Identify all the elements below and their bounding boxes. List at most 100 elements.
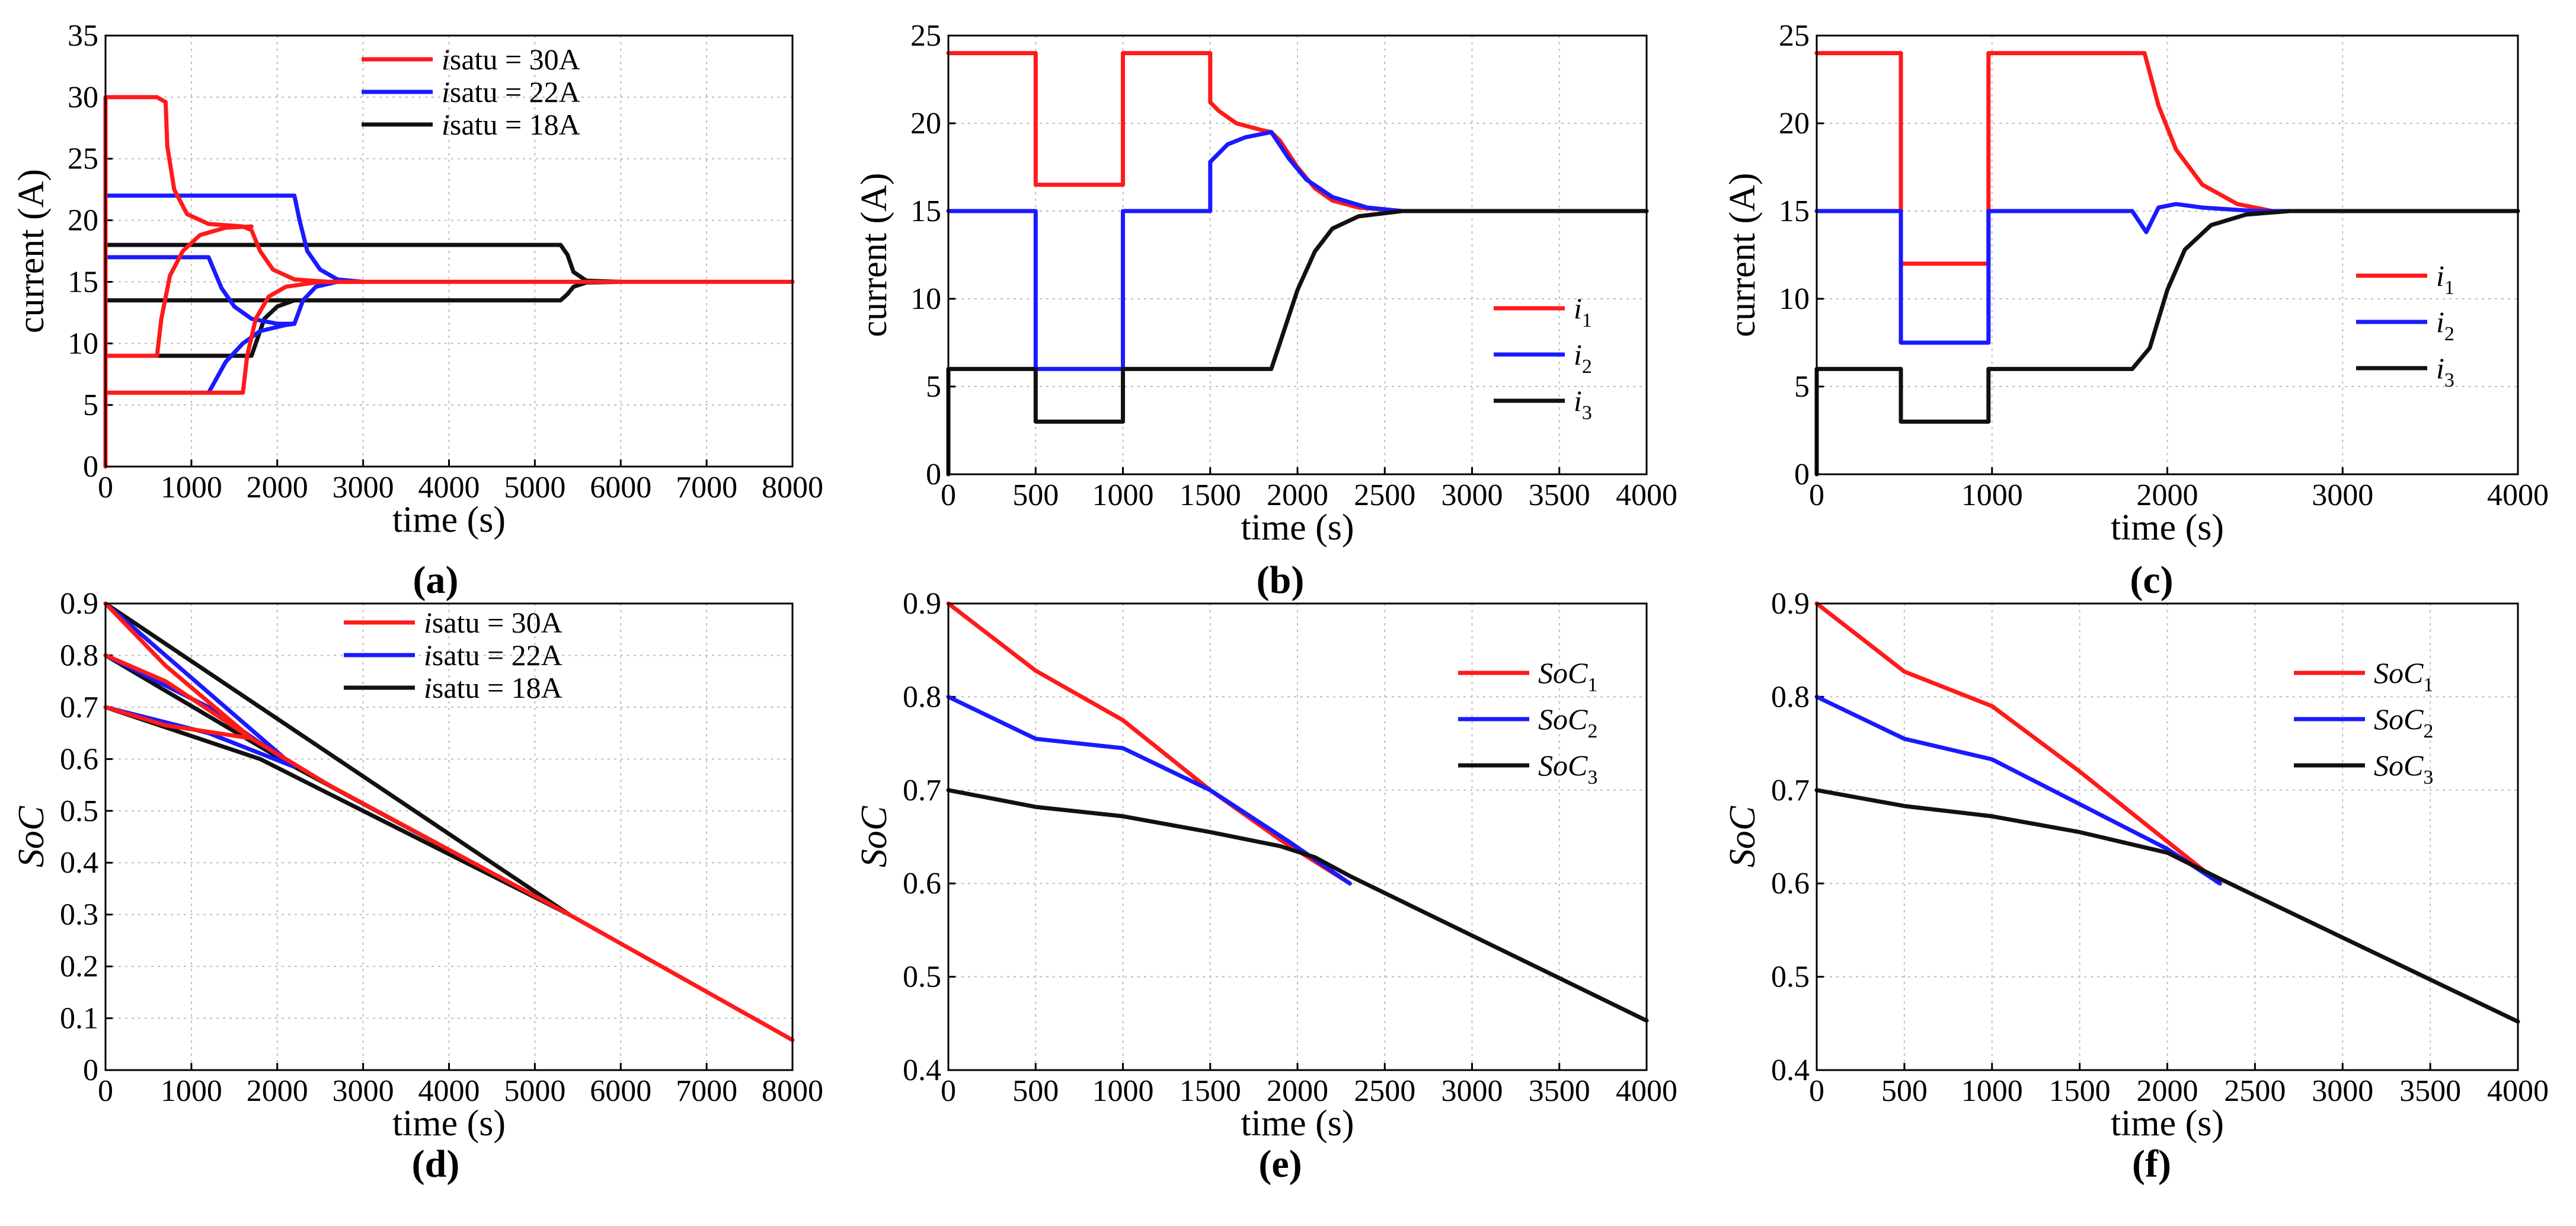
- y-axis-label: current (A): [11, 169, 52, 333]
- legend-prefix: SoC: [2374, 703, 2424, 736]
- legend-subscript: 2: [1587, 720, 1597, 742]
- x-tick-label: 2500: [2224, 1074, 2286, 1108]
- x-tick-label: 3000: [2312, 478, 2373, 512]
- x-tick-label: 2000: [1267, 478, 1328, 512]
- legend-subscript: 2: [2423, 720, 2433, 742]
- legend-prefix: i: [424, 606, 432, 639]
- x-tick-label: 2000: [247, 1074, 308, 1108]
- x-tick-label: 1000: [161, 1074, 222, 1108]
- x-tick-label: 4000: [1616, 478, 1677, 512]
- y-tick-label: 15: [910, 194, 941, 228]
- series-line-black: [946, 209, 1649, 477]
- y-tick-label: 0.2: [60, 950, 98, 984]
- y-tick-label: 0.5: [903, 960, 941, 994]
- legend-prefix: i: [1574, 338, 1582, 371]
- y-axis-label: SoC: [11, 806, 52, 867]
- x-tick-label: 0: [1809, 478, 1824, 512]
- y-tick-label: 0.8: [1771, 680, 1810, 714]
- legend-subscript: 3: [1587, 767, 1597, 788]
- x-tick-label: 3500: [1529, 478, 1590, 512]
- x-tick-label: 2500: [1354, 478, 1415, 512]
- chart-panel-b: 0 500 1000 1500 2000 2500 3000 3500 4000 0 5 10 15 20…: [854, 19, 1677, 602]
- x-tick-label: 1500: [1180, 1074, 1241, 1108]
- x-tick-label: 4000: [2487, 1074, 2549, 1108]
- legend-text-rest: satu = 18A: [432, 671, 562, 704]
- y-tick-label: 0: [83, 450, 98, 484]
- panel-label: (c): [2130, 558, 2173, 602]
- legend-prefix: i: [1574, 384, 1582, 417]
- x-axis-label: time (s): [2111, 1103, 2224, 1144]
- series-line-black: [946, 788, 1649, 1023]
- y-tick-label: 0.5: [60, 794, 98, 828]
- plot-frame: [1816, 34, 2519, 475]
- y-tick-label: 25: [68, 142, 98, 176]
- y-tick-label: 25: [910, 19, 941, 53]
- legend-text-rest: satu = 22A: [450, 75, 580, 108]
- x-tick-label: 2000: [247, 471, 308, 505]
- x-tick-label: 0: [1809, 1074, 1824, 1108]
- y-tick-label: 0: [83, 1053, 98, 1087]
- legend-subscript: 1: [2423, 674, 2433, 696]
- legend-prefix: SoC: [1538, 656, 1588, 689]
- legend-prefix: i: [2436, 352, 2444, 385]
- series-line-blue: [103, 255, 366, 326]
- y-tick-label: 0: [926, 458, 941, 491]
- x-tick-label: 3000: [1442, 1074, 1503, 1108]
- series-line-red: [103, 653, 254, 740]
- y-axis-label: current (A): [1722, 173, 1763, 337]
- legend-entry: i3: [1574, 384, 1592, 424]
- x-axis-label: time (s): [1241, 1103, 1354, 1144]
- y-tick-label: 0.9: [60, 587, 98, 621]
- x-axis-label: time (s): [2111, 507, 2224, 548]
- panel-label: (e): [1258, 1142, 1302, 1186]
- x-tick-label: 5000: [504, 471, 565, 505]
- y-tick-label: 10: [1779, 282, 1810, 316]
- series-line-red: [1814, 601, 2222, 886]
- chart-panel-f: 0 500 1000 1500 2000 2500 3000 3500 4000 0.4 0.5 0.…: [1722, 587, 2549, 1186]
- x-tick-label: 500: [1012, 1074, 1059, 1108]
- y-tick-label: 0.6: [60, 742, 98, 776]
- y-tick-label: 5: [83, 388, 98, 422]
- x-tick-label: 1000: [1092, 1074, 1154, 1108]
- x-tick-label: 0: [941, 1074, 956, 1108]
- legend-prefix: i: [442, 75, 450, 108]
- panel-label: (d): [412, 1142, 460, 1186]
- y-tick-label: 15: [68, 265, 98, 299]
- series-line-blue: [1814, 694, 2222, 886]
- legend-entry: i2: [2436, 305, 2454, 345]
- y-tick-label: 5: [926, 370, 941, 404]
- legend-text-rest: satu = 22A: [432, 638, 562, 672]
- y-tick-label: 0.8: [903, 680, 941, 714]
- y-tick-label: 0.6: [1771, 867, 1810, 901]
- legend-prefix: i: [1574, 292, 1582, 325]
- legend-entry: SoC3: [2374, 749, 2433, 788]
- x-tick-label: 1000: [161, 471, 222, 505]
- series-line-red: [103, 705, 254, 740]
- x-tick-label: 3500: [1529, 1074, 1590, 1108]
- x-tick-label: 4000: [418, 1074, 480, 1108]
- x-tick-label: 0: [941, 478, 956, 512]
- legend-subscript: 3: [1582, 402, 1592, 424]
- y-tick-label: 0.3: [60, 898, 98, 932]
- series-line-red: [103, 601, 795, 1042]
- series-line-blue: [103, 601, 297, 769]
- legend-entry: SoC1: [1538, 656, 1597, 696]
- y-tick-label: 0.6: [903, 867, 941, 901]
- legend-text-rest: satu = 30A: [432, 606, 562, 639]
- legend-entry: isatu = 22A: [424, 638, 562, 672]
- series-line-black: [103, 705, 571, 917]
- y-tick-label: 0.5: [1771, 960, 1810, 994]
- x-tick-label: 2500: [1354, 1074, 1415, 1108]
- chart-panel-a: 0 1000 2000 3000 4000 5000 6000 7000 8000 0 5 10 15 2…: [11, 19, 823, 602]
- legend-text-rest: satu = 30A: [450, 43, 580, 76]
- legend-entry: i1: [2436, 259, 2454, 299]
- x-tick-label: 1500: [2049, 1074, 2111, 1108]
- x-tick-label: 500: [1881, 1074, 1928, 1108]
- series-line-black: [103, 601, 571, 917]
- y-tick-label: 0.7: [903, 774, 941, 807]
- x-tick-label: 500: [1012, 478, 1059, 512]
- plot-frame: [104, 602, 794, 1071]
- legend-prefix: i: [442, 108, 450, 141]
- y-tick-label: 35: [68, 19, 98, 53]
